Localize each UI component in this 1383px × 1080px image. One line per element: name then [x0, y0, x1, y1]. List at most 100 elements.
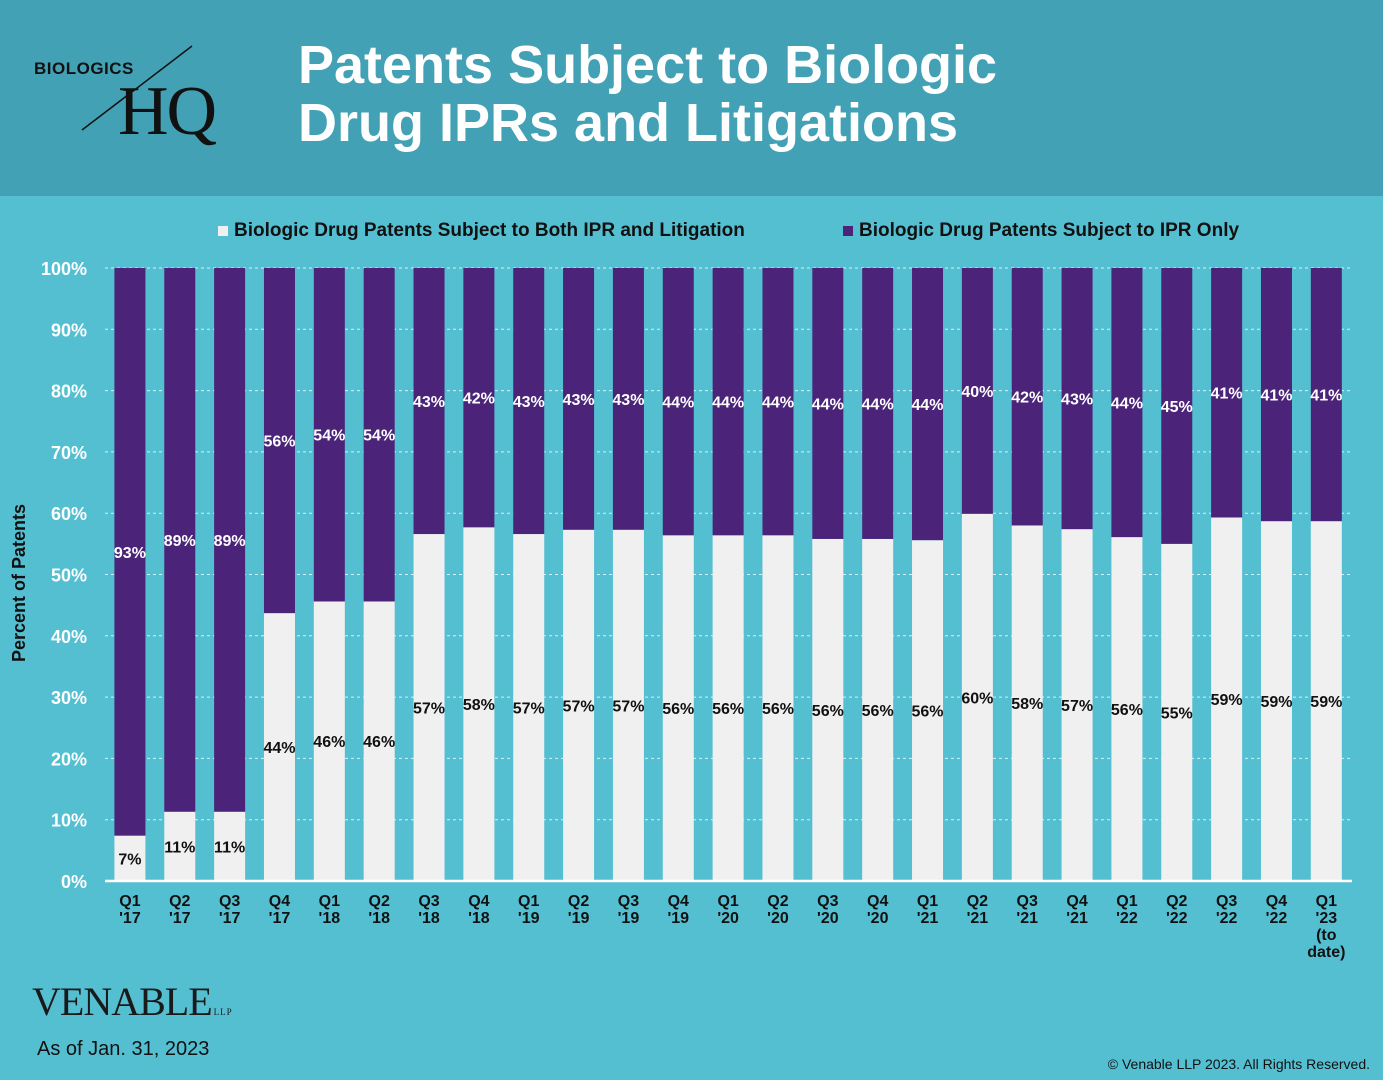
legend-label-both: Biologic Drug Patents Subject to Both IP…	[234, 220, 745, 241]
data-label-both: 44%	[263, 740, 295, 757]
bar-both-ipr-and-litigation	[513, 534, 545, 881]
y-tick-label: 40%	[51, 627, 87, 647]
data-label-both: 56%	[762, 701, 794, 718]
data-label-both: 59%	[1260, 694, 1292, 711]
x-tick-label: '19	[667, 910, 689, 927]
x-tick-label: Q1	[717, 893, 738, 910]
bar-both-ipr-and-litigation	[413, 534, 445, 881]
bar-ipr-only	[563, 268, 595, 530]
x-tick-label: Q1	[319, 893, 340, 910]
x-tick-label: Q1	[1316, 893, 1337, 910]
data-label-both: 56%	[912, 704, 944, 721]
bar-ipr-only	[463, 268, 495, 528]
x-tick-label: '22	[1166, 910, 1188, 927]
x-tick-label: Q1	[119, 893, 140, 910]
bar-both-ipr-and-litigation	[961, 513, 993, 881]
data-label-ipr-only: 43%	[413, 394, 445, 411]
data-label-ipr-only: 43%	[563, 392, 595, 409]
x-tick-label: '22	[1266, 910, 1288, 927]
y-tick-label: 50%	[51, 566, 87, 586]
data-label-ipr-only: 44%	[812, 396, 844, 413]
x-tick-label: Q4	[468, 893, 489, 910]
bar-both-ipr-and-litigation	[214, 811, 246, 881]
data-label-ipr-only: 40%	[961, 384, 993, 401]
bar-ipr-only	[762, 268, 794, 536]
y-tick-label: 100%	[41, 259, 87, 279]
bar-both-ipr-and-litigation	[164, 811, 196, 881]
x-tick-label: Q3	[418, 893, 439, 910]
x-tick-label: Q3	[618, 893, 639, 910]
x-tick-label: '18	[468, 910, 490, 927]
x-tick-label: '17	[119, 910, 141, 927]
data-label-ipr-only: 41%	[1211, 386, 1243, 403]
data-label-ipr-only: 44%	[912, 397, 944, 414]
bar-ipr-only	[1211, 268, 1243, 518]
data-label-ipr-only: 44%	[762, 395, 794, 412]
data-label-both: 46%	[363, 734, 395, 751]
logo-hq-text: HQ	[118, 73, 217, 150]
bar-both-ipr-and-litigation	[762, 535, 794, 881]
venable-name: VENABLE	[32, 979, 213, 1024]
data-label-both: 59%	[1211, 692, 1243, 709]
x-tick-label: '18	[319, 910, 341, 927]
y-tick-label: 10%	[51, 811, 87, 831]
bar-both-ipr-and-litigation	[1111, 537, 1143, 881]
x-tick-label: Q4	[1066, 893, 1087, 910]
x-tick-label: '21	[967, 910, 989, 927]
y-tick-label: 60%	[51, 504, 87, 524]
x-tick-label: Q2	[1166, 893, 1187, 910]
bar-both-ipr-and-litigation	[612, 529, 644, 881]
y-axis-label: Percent of Patents	[9, 504, 29, 662]
bar-both-ipr-and-litigation	[263, 613, 295, 881]
x-tick-label: Q4	[867, 893, 888, 910]
x-tick-label: '17	[169, 910, 191, 927]
x-tick-label: Q3	[1017, 893, 1038, 910]
logo-biologics-text: BIOLOGICS	[34, 59, 134, 78]
bar-ipr-only	[662, 268, 694, 536]
data-label-both: 56%	[1111, 702, 1143, 719]
x-tick-label: '18	[368, 910, 390, 927]
bar-both-ipr-and-litigation	[1011, 525, 1043, 881]
data-label-both: 58%	[1011, 696, 1043, 713]
x-tick-label: '20	[717, 910, 739, 927]
bar-ipr-only	[313, 268, 345, 602]
copyright-notice: © Venable LLP 2023. All Rights Reserved.	[1107, 1056, 1370, 1072]
x-tick-label: Q2	[369, 893, 390, 910]
bar-ipr-only	[961, 268, 993, 514]
data-label-ipr-only: 44%	[662, 395, 694, 412]
x-tick-label: Q3	[219, 893, 240, 910]
x-tick-label: '22	[1216, 910, 1238, 927]
data-label-ipr-only: 41%	[1310, 388, 1342, 405]
bar-both-ipr-and-litigation	[114, 835, 146, 881]
data-label-both: 57%	[413, 701, 445, 718]
legend-item-ipr-only: Biologic Drug Patents Subject to IPR Onl…	[843, 220, 1239, 242]
bar-both-ipr-and-litigation	[712, 535, 744, 881]
x-tick-label: Q2	[967, 893, 988, 910]
y-tick-label: 80%	[51, 382, 87, 402]
x-tick-label: Q4	[668, 893, 689, 910]
bar-ipr-only	[114, 268, 146, 836]
data-label-both: 46%	[313, 734, 345, 751]
x-tick-label: '20	[767, 910, 789, 927]
x-tick-label: '21	[1066, 910, 1088, 927]
bar-both-ipr-and-litigation	[1260, 521, 1292, 881]
data-label-ipr-only: 89%	[164, 533, 196, 550]
data-label-both: 7%	[118, 851, 141, 868]
data-label-ipr-only: 41%	[1260, 388, 1292, 405]
x-tick-label: Q2	[169, 893, 190, 910]
bar-ipr-only	[912, 268, 944, 541]
chart-legend: Biologic Drug Patents Subject to Both IP…	[0, 220, 1383, 242]
y-tick-label: 20%	[51, 749, 87, 769]
venable-suffix: LLP	[213, 1007, 233, 1017]
y-tick-label: 30%	[51, 688, 87, 708]
data-label-ipr-only: 43%	[612, 392, 644, 409]
bar-ipr-only	[612, 268, 644, 530]
bar-both-ipr-and-litigation	[862, 538, 894, 881]
x-tick-label: Q1	[1116, 893, 1137, 910]
data-label-ipr-only: 56%	[263, 434, 295, 451]
x-tick-label: '18	[418, 910, 440, 927]
x-tick-label: Q3	[817, 893, 838, 910]
legend-item-both: Biologic Drug Patents Subject to Both IP…	[218, 220, 745, 242]
x-tick-label: Q1	[917, 893, 938, 910]
bar-ipr-only	[164, 268, 196, 812]
